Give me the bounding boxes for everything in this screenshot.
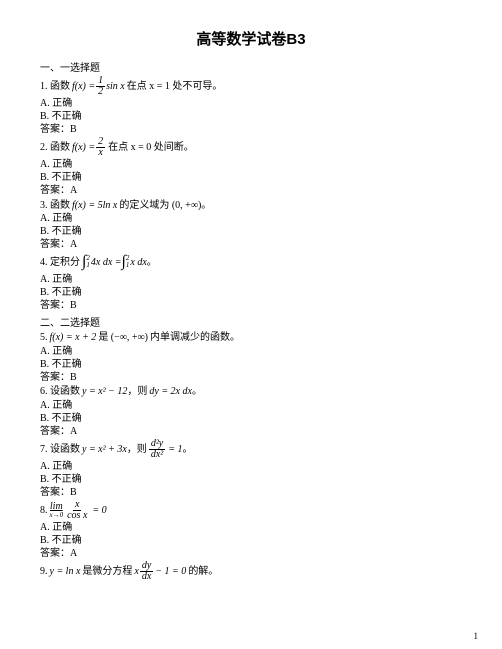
- question-2: 2. 函数 f(x) = 2 x 在点 x = 0 处间断。: [40, 137, 462, 158]
- page-title: 高等数学试卷B3: [40, 28, 462, 49]
- q9-tail: 的解。: [188, 565, 218, 578]
- q7-num: 7. 设函数: [40, 443, 80, 456]
- q3-answer: 答案：A: [40, 238, 462, 251]
- q2-answer: 答案：A: [40, 184, 462, 197]
- q2-opt-b: B. 不正确: [40, 171, 462, 184]
- q3-expr: f(x) = 5ln x: [72, 199, 117, 212]
- q3-opt-a: A. 正确: [40, 212, 462, 225]
- q5-answer: 答案：B: [40, 371, 462, 384]
- q4-opt-a: A. 正确: [40, 273, 462, 286]
- q5-tail: 内单调减少的函数。: [150, 331, 240, 344]
- q9-frac: dy dx: [140, 561, 153, 582]
- question-3: 3. 函数 f(x) = 5ln x 的定义域为 (0, +∞)。: [40, 198, 462, 212]
- section-1-heading: 一、一选择题: [40, 59, 462, 74]
- q1-opt-a: A. 正确: [40, 97, 462, 110]
- question-1: 1. 函数 f(x) = 1 2 sin x 在点 x = 1 处不可导。: [40, 76, 462, 97]
- q9-coef: x: [134, 565, 138, 578]
- q2-frac: 2 x: [96, 137, 105, 158]
- q9-frac-den: dx: [140, 572, 153, 582]
- question-9: 9. y = ln x 是微分方程 x dy dx − 1 = 0 的解。: [40, 561, 462, 582]
- q4-int2-limits: 2 1: [126, 255, 130, 269]
- q4-e2: x dx: [130, 256, 146, 269]
- q2-frac-den: x: [96, 148, 104, 158]
- q6-tail: 。: [192, 385, 202, 398]
- q4-opt-b: B. 不正确: [40, 286, 462, 299]
- q7-frac-den: dx²: [149, 450, 165, 460]
- q8-frac: x cos x: [65, 500, 89, 521]
- q5-mid: 是 (−∞, +∞): [98, 331, 148, 344]
- q2-opt-a: A. 正确: [40, 158, 462, 171]
- q4-int2-a: 1: [126, 262, 130, 269]
- q1-opt-b: B. 不正确: [40, 110, 462, 123]
- q9-num: 9.: [40, 565, 48, 578]
- q4-answer: 答案：B: [40, 299, 462, 312]
- q1-frac-den: 2: [96, 87, 105, 97]
- q3-tail: 的定义域为 (0, +∞)。: [119, 199, 211, 212]
- q8-answer: 答案：A: [40, 547, 462, 560]
- q7-mid: ，则: [127, 443, 147, 456]
- q7-frac: d²y dx²: [149, 439, 165, 460]
- q6-opt-a: A. 正确: [40, 399, 462, 412]
- q4-int1-a: 1: [86, 262, 90, 269]
- q5-opt-b: B. 不正确: [40, 358, 462, 371]
- q1-fx: f(x) =: [72, 80, 95, 93]
- q8-opt-b: B. 不正确: [40, 534, 462, 547]
- question-6: 6. 设函数 y = x² − 12 ，则 dy = 2x dx 。: [40, 385, 462, 399]
- q6-expr: y = x² − 12: [82, 385, 127, 398]
- q7-eq: = 1: [168, 443, 182, 456]
- q4-int1-limits: 2 1: [86, 255, 90, 269]
- question-5: 5. f(x) = x + 2 是 (−∞, +∞) 内单调减少的函数。: [40, 331, 462, 345]
- question-4: 4. 定积分 ∫ 2 1 4x dx = ∫ 2 1 x dx 。: [40, 252, 462, 273]
- q1-frac: 1 2: [96, 76, 105, 97]
- q9-mid: 是微分方程: [82, 565, 132, 578]
- q6-answer: 答案：A: [40, 425, 462, 438]
- q8-lim-sub: x→0: [50, 512, 64, 519]
- q4-e1: 4x dx =: [91, 256, 122, 269]
- q5-opt-a: A. 正确: [40, 345, 462, 358]
- section-2-heading: 二、二选择题: [40, 314, 462, 329]
- q1-answer: 答案：B: [40, 123, 462, 136]
- q1-num: 1. 函数: [40, 80, 70, 93]
- q7-expr: y = x² + 3x: [82, 443, 127, 456]
- q2-tail: 在点 x = 0 处间断。: [108, 141, 194, 154]
- q7-opt-b: B. 不正确: [40, 473, 462, 486]
- q8-num: 8.: [40, 504, 48, 517]
- q4-tail: 。: [147, 256, 157, 269]
- q6-num: 6. 设函数: [40, 385, 80, 398]
- q8-lim: lim x→0: [50, 502, 64, 519]
- q3-num: 3. 函数: [40, 199, 70, 212]
- q2-num: 2. 函数: [40, 141, 70, 154]
- q3-opt-b: B. 不正确: [40, 225, 462, 238]
- q8-eq: = 0: [92, 504, 106, 517]
- page-number: 1: [474, 631, 479, 641]
- q7-answer: 答案：B: [40, 486, 462, 499]
- q1-tail: 在点 x = 1 处不可导。: [127, 80, 223, 93]
- q6-dy: dy = 2x dx: [149, 385, 192, 398]
- q7-tail: 。: [183, 443, 193, 456]
- q6-opt-b: B. 不正确: [40, 412, 462, 425]
- q8-opt-a: A. 正确: [40, 521, 462, 534]
- q6-mid: ，则: [127, 385, 147, 398]
- question-7: 7. 设函数 y = x² + 3x ，则 d²y dx² = 1 。: [40, 439, 462, 460]
- q9-eq: − 1 = 0: [155, 565, 186, 578]
- question-8: 8. lim x→0 x cos x = 0: [40, 500, 462, 521]
- q9-expr: y = ln x: [50, 565, 81, 578]
- q2-fx: f(x) =: [72, 141, 95, 154]
- q5-num: 5.: [40, 331, 48, 344]
- q5-expr: f(x) = x + 2: [50, 331, 97, 344]
- q1-sin: sin x: [106, 80, 125, 93]
- q8-frac-den: cos x: [65, 511, 89, 521]
- q7-opt-a: A. 正确: [40, 460, 462, 473]
- q4-num: 4. 定积分: [40, 256, 80, 269]
